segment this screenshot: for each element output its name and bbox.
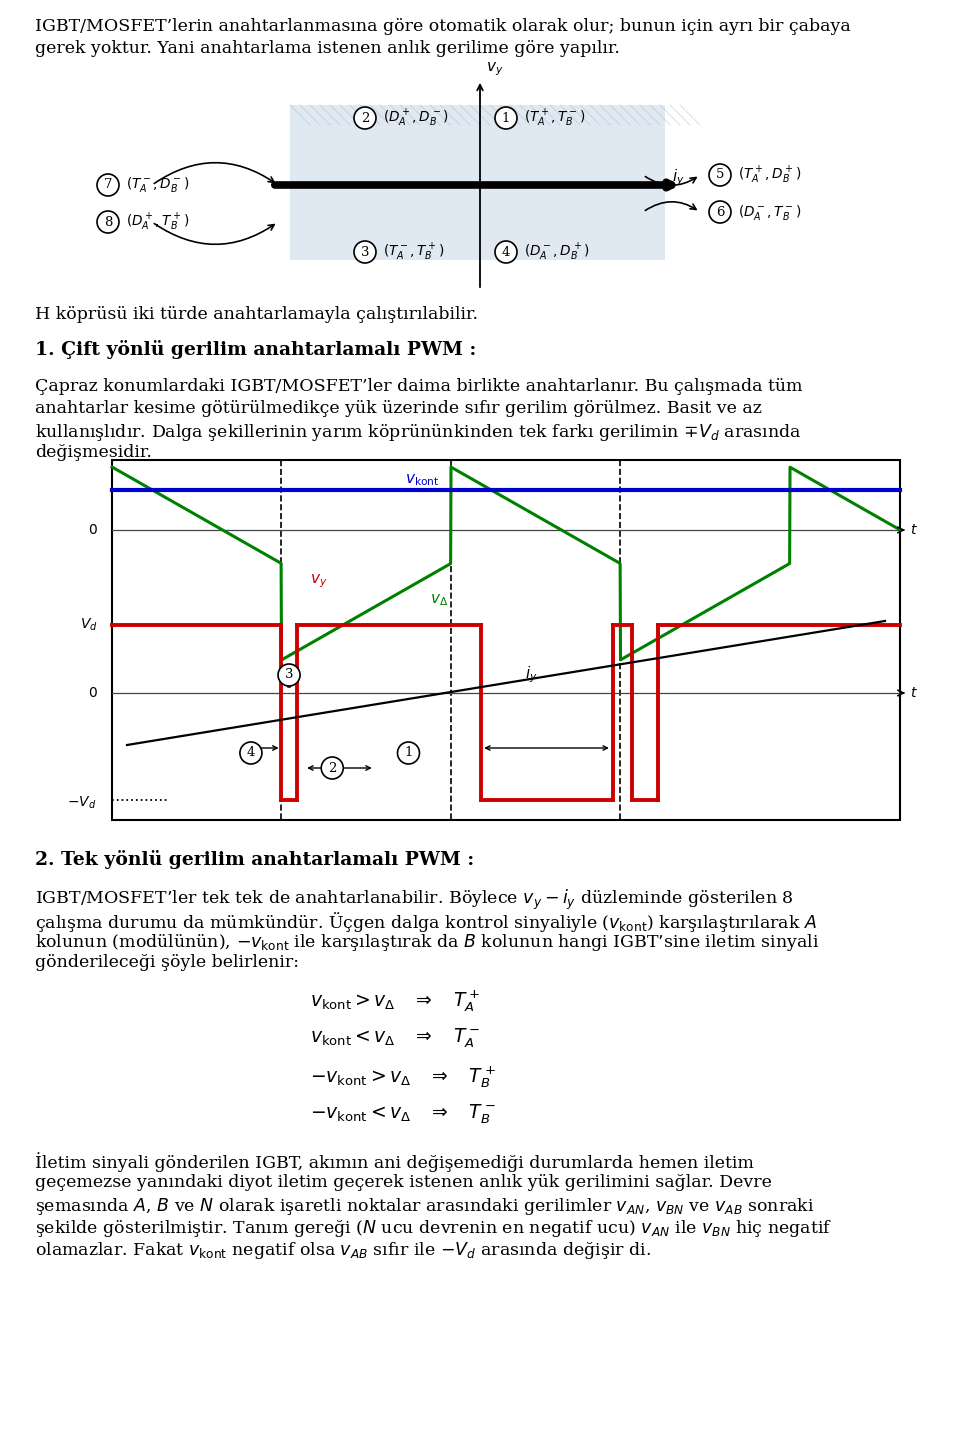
Text: IGBT/MOSFET’ler tek tek de anahtarlanabilir. Böylece $v_y - i_y$ düzleminde göst: IGBT/MOSFET’ler tek tek de anahtarlanabi… — [35, 888, 794, 913]
Circle shape — [240, 742, 262, 764]
Text: geçemezse yanındaki diyot iletim geçerek istenen anlık yük gerilimini sağlar. De: geçemezse yanındaki diyot iletim geçerek… — [35, 1174, 772, 1191]
Text: 2. Tek yönlü gerilim anahtarlamalı PWM :: 2. Tek yönlü gerilim anahtarlamalı PWM : — [35, 851, 474, 869]
Text: $(D^-_A, D^+_B)$: $(D^-_A, D^+_B)$ — [524, 241, 589, 263]
Text: $-V_d$: $-V_d$ — [66, 794, 96, 812]
Text: 3: 3 — [285, 669, 294, 682]
Circle shape — [709, 201, 731, 222]
Text: $i_y$: $i_y$ — [672, 168, 684, 188]
Text: $(T^-_A, D^-_B)$: $(T^-_A, D^-_B)$ — [126, 176, 189, 195]
Circle shape — [495, 241, 517, 263]
Text: IGBT/MOSFET’lerin anahtarlanmasına göre otomatik olarak olur; bunun için ayrı bi: IGBT/MOSFET’lerin anahtarlanmasına göre … — [35, 17, 851, 35]
Text: değişmesidir.: değişmesidir. — [35, 443, 152, 461]
Bar — [290, 105, 665, 185]
Circle shape — [397, 742, 420, 764]
Text: $v_{\Delta}$: $v_{\Delta}$ — [430, 592, 448, 608]
Text: $v_{\rm kont} < v_{\Delta}$   $\Rightarrow$   $T^-_A$: $v_{\rm kont} < v_{\Delta}$ $\Rightarrow… — [310, 1027, 480, 1050]
Text: 2: 2 — [328, 761, 336, 774]
Bar — [112, 461, 900, 820]
Circle shape — [278, 664, 300, 686]
Text: $v_{\rm kont} > v_{\Delta}$   $\Rightarrow$   $T^+_A$: $v_{\rm kont} > v_{\Delta}$ $\Rightarrow… — [310, 988, 480, 1014]
Text: 4: 4 — [247, 747, 255, 760]
Text: 3: 3 — [361, 245, 370, 258]
Text: $i_y$: $i_y$ — [525, 664, 538, 686]
Text: şekilde gösterilmiştir. Tanım gereği ($N$ ucu devrenin en negatif ucu) $v_{AN}$ : şekilde gösterilmiştir. Tanım gereği ($N… — [35, 1217, 832, 1239]
Text: 4: 4 — [502, 245, 510, 258]
Text: 5: 5 — [716, 169, 724, 182]
Circle shape — [354, 241, 376, 263]
Text: $-v_{\rm kont} < v_{\Delta}$   $\Rightarrow$   $T^-_B$: $-v_{\rm kont} < v_{\Delta}$ $\Rightarro… — [310, 1102, 495, 1125]
Text: $0$: $0$ — [88, 686, 98, 700]
Text: anahtarlar kesime götürülmedikçe yük üzerinde sıfır gerilim görülmez. Basit ve a: anahtarlar kesime götürülmedikçe yük üze… — [35, 400, 762, 417]
Circle shape — [495, 107, 517, 129]
Bar — [290, 185, 665, 260]
Text: 1. Çift yönlü gerilim anahtarlamalı PWM :: 1. Çift yönlü gerilim anahtarlamalı PWM … — [35, 339, 476, 360]
Text: $t$: $t$ — [910, 523, 918, 537]
Text: $(D^-_A, T^-_B)$: $(D^-_A, T^-_B)$ — [738, 202, 802, 221]
Text: $(T^+_A, D^+_B)$: $(T^+_A, D^+_B)$ — [738, 165, 802, 186]
Text: $(T^-_A, T^+_B)$: $(T^-_A, T^+_B)$ — [383, 241, 444, 263]
Text: $v_y$: $v_y$ — [310, 572, 327, 589]
Text: $v_{\rm kont}$: $v_{\rm kont}$ — [405, 472, 440, 488]
Text: kolunun (modülünün), $-v_{\rm kont}$ ile karşılaştırak da $B$ kolunun hangi IGBT: kolunun (modülünün), $-v_{\rm kont}$ ile… — [35, 931, 819, 953]
Text: kullanışlıdır. Dalga şekillerinin yarım köprününkinden tek farkı gerilimin ∓$V_d: kullanışlıdır. Dalga şekillerinin yarım … — [35, 422, 802, 443]
Text: $0$: $0$ — [88, 523, 98, 537]
Text: şemasında $A$, $B$ ve $N$ olarak işaretli noktalar arasındaki gerilimler $v_{AN}: şemasında $A$, $B$ ve $N$ olarak işaretl… — [35, 1196, 814, 1217]
Text: gerek yoktur. Yani anahtarlama istenen anlık gerilime göre yapılır.: gerek yoktur. Yani anahtarlama istenen a… — [35, 40, 620, 56]
Text: $t$: $t$ — [910, 686, 918, 700]
Text: 6: 6 — [716, 205, 724, 218]
Text: Çapraz konumlardaki IGBT/MOSFET’ler daima birlikte anahtarlanır. Bu çalışmada tü: Çapraz konumlardaki IGBT/MOSFET’ler daim… — [35, 378, 803, 396]
Circle shape — [97, 173, 119, 196]
Text: çalışma durumu da mümkündür. Üçgen dalga kontrol sinyaliyle ($v_{\rm kont}$) kar: çalışma durumu da mümkündür. Üçgen dalga… — [35, 910, 817, 934]
Text: $(D^+_A, T^+_B)$: $(D^+_A, T^+_B)$ — [126, 211, 189, 232]
Text: $v_y$: $v_y$ — [486, 61, 503, 78]
Text: $-v_{\rm kont} > v_{\Delta}$   $\Rightarrow$   $T^+_B$: $-v_{\rm kont} > v_{\Delta}$ $\Rightarro… — [310, 1064, 495, 1090]
Text: 2: 2 — [361, 111, 370, 124]
Circle shape — [322, 757, 344, 778]
Circle shape — [709, 165, 731, 186]
Text: gönderileceği şöyle belirlenir:: gönderileceği şöyle belirlenir: — [35, 954, 299, 970]
Text: 8: 8 — [104, 215, 112, 228]
Text: $(D^+_A, D^-_B)$: $(D^+_A, D^-_B)$ — [383, 107, 448, 129]
Text: H köprüsü iki türde anahtarlamayla çalıştırılabilir.: H köprüsü iki türde anahtarlamayla çalış… — [35, 306, 478, 323]
Text: 1: 1 — [404, 747, 413, 760]
Text: İletim sinyali gönderilen IGBT, akımın ani değişemediği durumlarda hemen iletim: İletim sinyali gönderilen IGBT, akımın a… — [35, 1152, 754, 1173]
Circle shape — [354, 107, 376, 129]
Text: 7: 7 — [104, 179, 112, 192]
Text: $(T^+_A, T^-_B)$: $(T^+_A, T^-_B)$ — [524, 107, 586, 129]
Circle shape — [97, 211, 119, 232]
Text: $V_d$: $V_d$ — [81, 617, 98, 634]
Text: olamazlar. Fakat $v_{\rm kont}$ negatif olsa $v_{AB}$ sıfır ile $-V_d$ arasında : olamazlar. Fakat $v_{\rm kont}$ negatif … — [35, 1240, 651, 1261]
Text: 1: 1 — [502, 111, 510, 124]
